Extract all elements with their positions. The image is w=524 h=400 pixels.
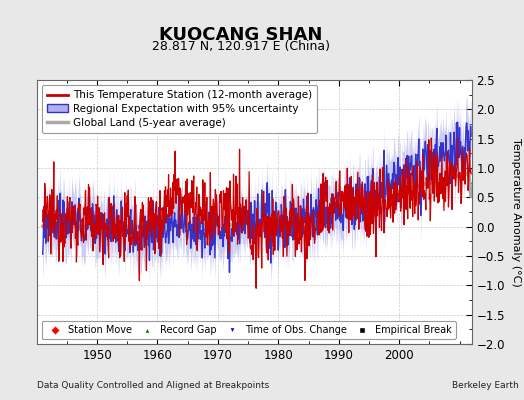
Text: 28.817 N, 120.917 E (China): 28.817 N, 120.917 E (China) [152,40,330,53]
Y-axis label: Temperature Anomaly (°C): Temperature Anomaly (°C) [510,138,520,286]
Legend: Station Move, Record Gap, Time of Obs. Change, Empirical Break: Station Move, Record Gap, Time of Obs. C… [41,321,455,339]
Text: KUOCANG SHAN: KUOCANG SHAN [159,26,323,44]
Text: Berkeley Earth: Berkeley Earth [452,381,519,390]
Text: Data Quality Controlled and Aligned at Breakpoints: Data Quality Controlled and Aligned at B… [37,381,269,390]
